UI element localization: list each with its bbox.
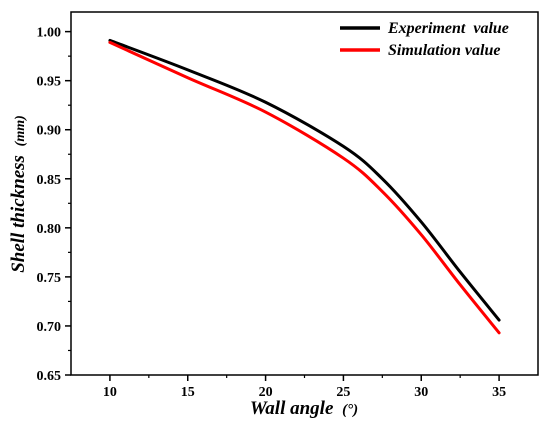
x-axis-title-text: Wall angle (250, 398, 334, 419)
y-tick-label: 0.65 (37, 369, 62, 384)
y-tick-label: 1.00 (37, 26, 62, 41)
y-tick-label: 0.95 (37, 75, 62, 90)
series-line-simulation (108, 40, 501, 335)
y-axis-unit: (mm) (13, 115, 28, 146)
y-tick-label: 0.75 (37, 271, 62, 286)
x-tick-label: 20 (259, 385, 273, 400)
legend-label-simulation: Simulation value (388, 42, 500, 59)
y-tick-label: 0.85 (37, 173, 62, 188)
y-tick-label: 0.90 (37, 124, 62, 139)
series-lines (108, 38, 501, 335)
x-axis-unit: (°) (342, 402, 358, 418)
x-axis-title: Wall angle (°) (250, 398, 358, 419)
x-tick-label: 15 (181, 385, 195, 400)
legend: Experiment value Simulation value (340, 20, 509, 59)
series-line-experiment (108, 38, 501, 322)
y-tick-label: 0.80 (37, 222, 62, 237)
x-tick-label: 35 (492, 385, 506, 400)
plot-frame (70, 11, 539, 376)
x-tick-label: 10 (103, 385, 117, 400)
x-tick-label: 30 (414, 385, 428, 400)
y-axis-title: Shell thickness (mm) (8, 115, 29, 273)
legend-label-experiment: Experiment value (387, 20, 509, 37)
x-axis: 10 15 20 25 30 35 (103, 375, 506, 400)
y-axis-title-text: Shell thickness (8, 155, 29, 273)
y-axis: 0.65 0.70 0.75 0.80 0.85 0.90 0.95 1.00 (37, 26, 71, 384)
y-tick-label: 0.70 (37, 320, 62, 335)
x-tick-label: 25 (336, 385, 350, 400)
